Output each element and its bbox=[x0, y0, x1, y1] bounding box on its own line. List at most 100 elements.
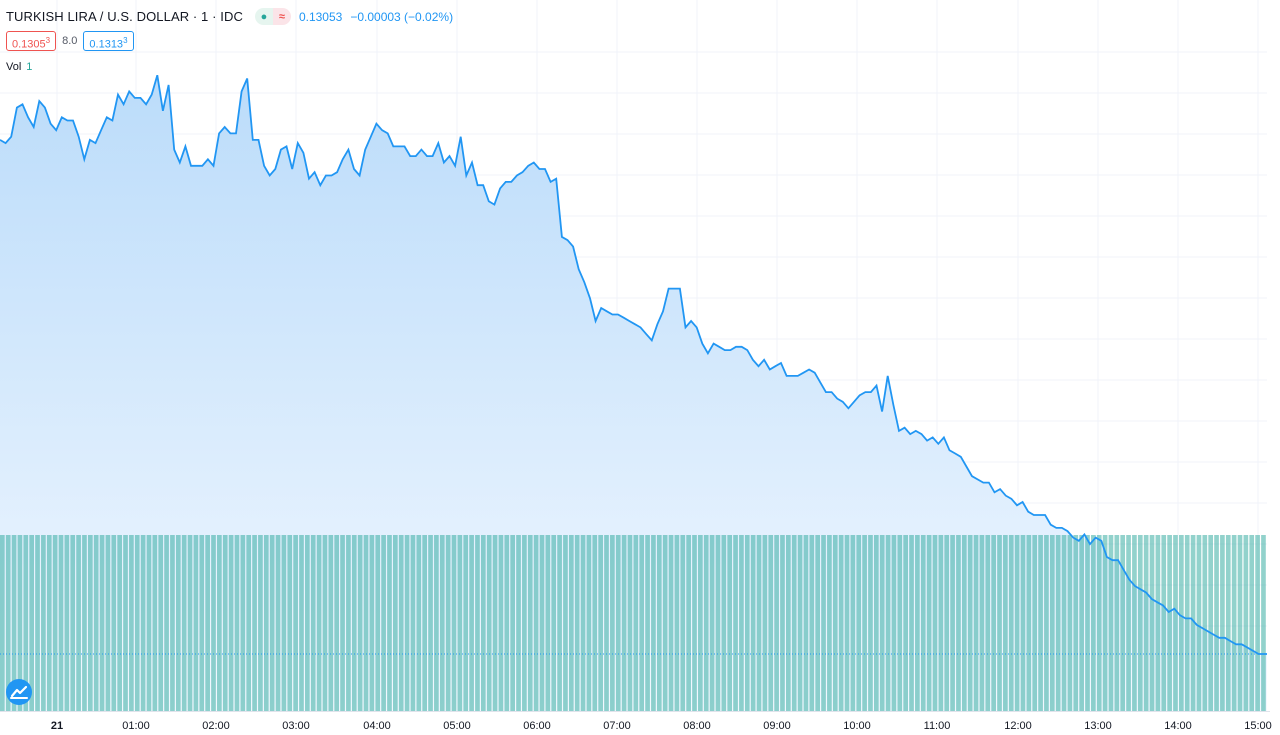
volume-bar bbox=[1155, 535, 1161, 711]
volume-bar bbox=[170, 535, 175, 711]
volume-bar bbox=[1067, 535, 1073, 711]
tradingview-logo-icon[interactable] bbox=[6, 679, 32, 705]
volume-bar bbox=[756, 535, 762, 711]
time-axis[interactable]: 21 01:00 02:00 03:00 04:00 05:00 06:00 07:00 08:… bbox=[51, 720, 1272, 732]
volume-bar bbox=[1243, 535, 1249, 711]
volume-bar bbox=[64, 535, 70, 711]
volume-bar bbox=[973, 535, 979, 711]
volume-bar bbox=[46, 535, 52, 711]
volume-bar bbox=[217, 535, 222, 711]
volume-bar bbox=[956, 535, 961, 711]
volume-bar bbox=[750, 535, 756, 711]
volume-bar bbox=[551, 535, 557, 711]
volume-bar bbox=[1073, 535, 1079, 711]
volume-bar bbox=[1167, 535, 1172, 711]
volume-bar bbox=[780, 535, 785, 711]
volume-bar bbox=[1091, 535, 1096, 711]
volume-bar bbox=[856, 535, 862, 711]
volume-bar bbox=[240, 535, 246, 711]
bid-price-button[interactable]: 0.13053 bbox=[6, 31, 57, 51]
volume-bar bbox=[346, 535, 351, 711]
volume-bar bbox=[305, 535, 310, 711]
volume-bar bbox=[797, 535, 803, 711]
volume-bar bbox=[791, 535, 797, 711]
volume-bar bbox=[82, 535, 87, 711]
volume-bar bbox=[134, 535, 140, 711]
volume-bar bbox=[903, 535, 908, 711]
volume-value: 1 bbox=[26, 61, 33, 73]
volume-bar bbox=[615, 535, 621, 711]
volume-bar bbox=[123, 535, 128, 711]
volume-bar bbox=[885, 535, 891, 711]
volume-bar bbox=[340, 535, 345, 711]
volume-bar bbox=[281, 535, 287, 711]
volume-bar bbox=[1190, 535, 1196, 711]
volume-bar bbox=[897, 535, 903, 711]
volume-bar bbox=[393, 535, 398, 711]
volume-bar bbox=[598, 535, 603, 711]
market-status[interactable]: ● ≈ bbox=[254, 8, 291, 25]
volume-bar bbox=[557, 535, 562, 711]
time-tick-label: 02:00 bbox=[202, 720, 230, 732]
time-tick-label: 04:00 bbox=[363, 720, 391, 732]
volume-bar bbox=[1143, 535, 1149, 711]
volume-bar bbox=[967, 535, 973, 711]
volume-bar bbox=[375, 535, 381, 711]
volume-bar bbox=[926, 535, 932, 711]
volume-bar bbox=[832, 535, 838, 711]
volume-bar bbox=[627, 535, 633, 711]
delayed-data-wave-icon[interactable]: ≈ bbox=[272, 8, 291, 25]
volume-bar bbox=[246, 535, 252, 711]
volume-bar bbox=[1220, 535, 1225, 711]
volume-bar bbox=[1202, 535, 1208, 711]
volume-bar bbox=[739, 535, 744, 711]
volume-bar bbox=[351, 535, 357, 711]
volume-bar bbox=[909, 535, 914, 711]
volume-bar bbox=[862, 535, 867, 711]
volume-bar bbox=[1149, 535, 1155, 711]
volume-bar bbox=[1184, 535, 1190, 711]
volume-bar bbox=[868, 535, 873, 711]
volume-bar bbox=[404, 535, 410, 711]
volume-bar bbox=[228, 535, 234, 711]
volume-bar bbox=[715, 535, 721, 711]
volume-bar bbox=[662, 535, 668, 711]
price-change: −0.00003 (−0.02%) bbox=[350, 9, 454, 24]
volume-bar bbox=[891, 535, 897, 711]
volume-bar bbox=[1120, 535, 1126, 711]
volume-bar bbox=[451, 535, 457, 711]
volume-bar bbox=[727, 535, 733, 711]
last-price: 0.13053 bbox=[298, 9, 343, 24]
volume-bar bbox=[146, 535, 152, 711]
volume-bar bbox=[299, 535, 304, 711]
volume-bar bbox=[41, 535, 46, 711]
volume-bar bbox=[369, 535, 375, 711]
time-tick-label: 15:00 bbox=[1244, 720, 1272, 732]
symbol-title[interactable]: TURKISH LIRA / U.S. DOLLAR · 1 · IDC bbox=[6, 9, 243, 24]
volume-bar bbox=[105, 535, 111, 711]
volume-legend[interactable]: Vol 1 bbox=[6, 61, 32, 73]
time-tick-label: 13:00 bbox=[1084, 720, 1112, 732]
volume-bar bbox=[475, 535, 480, 711]
volume-bar bbox=[1208, 535, 1214, 711]
volume-bar bbox=[827, 535, 832, 711]
volume-bar bbox=[152, 535, 158, 711]
volume-bar bbox=[1196, 535, 1202, 711]
volume-bar bbox=[991, 535, 996, 711]
volume-bar bbox=[29, 535, 34, 711]
volume-bar bbox=[1114, 535, 1120, 711]
volume-bar bbox=[703, 535, 709, 711]
ask-price-button[interactable]: 0.13133 bbox=[83, 31, 134, 51]
volume-bar bbox=[979, 535, 985, 711]
time-tick-label: 06:00 bbox=[523, 720, 551, 732]
market-open-dot-icon[interactable]: ● bbox=[254, 8, 273, 25]
ask-price: 0.1313 bbox=[89, 38, 124, 51]
volume-bar bbox=[99, 535, 105, 711]
volume-bar bbox=[357, 535, 363, 711]
volume-bar bbox=[1061, 535, 1067, 711]
time-axis-border bbox=[0, 711, 1270, 712]
volume-bar bbox=[322, 535, 328, 711]
volume-bar bbox=[592, 535, 598, 711]
volume-bar bbox=[786, 535, 791, 711]
